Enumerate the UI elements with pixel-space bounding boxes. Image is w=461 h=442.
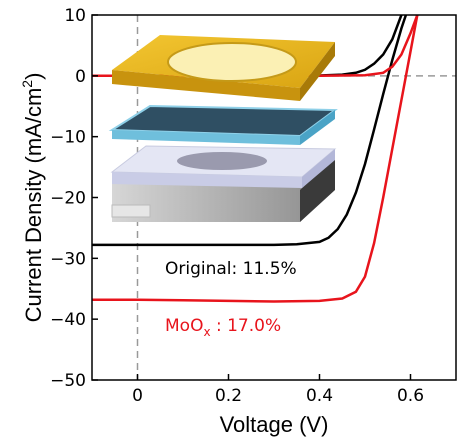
y-tick-label: −20 [50,189,86,209]
series-label-end: : 17.0% [211,316,282,336]
x-tick-label: 0.6 [397,386,424,406]
y-tick-label: −40 [50,310,86,330]
chart: −50 −40 −30 −20 −10 0 10 0 0.2 0.4 0.6 Original: 11… [0,0,461,438]
y-axis-label-text: Current Density (mA/cm [21,88,46,323]
y-tick-label: 10 [64,6,86,26]
y-tick-label: 0 [75,67,86,87]
series-label-text: MoO [165,316,203,336]
x-tick-label: 0 [132,386,143,406]
y-axis-label: Current Density (mA/cm2) [19,73,46,323]
y-tick-label: −30 [50,249,86,269]
device-illustration [112,35,335,222]
series-label: MoOx : 17.0% [165,316,281,339]
y-axis-label-end: ) [21,73,46,80]
x-tick-label: 0.4 [306,386,333,406]
y-tick-label: −50 [50,371,86,391]
y-tick-label: −10 [50,128,86,148]
x-tick-label: 0.2 [215,386,242,406]
series-label-sub: x [203,325,210,339]
y-axis-label-sup: 2 [19,80,35,88]
x-axis-label: Voltage (V) [220,412,329,437]
series-label: Original: 11.5% [165,259,297,279]
